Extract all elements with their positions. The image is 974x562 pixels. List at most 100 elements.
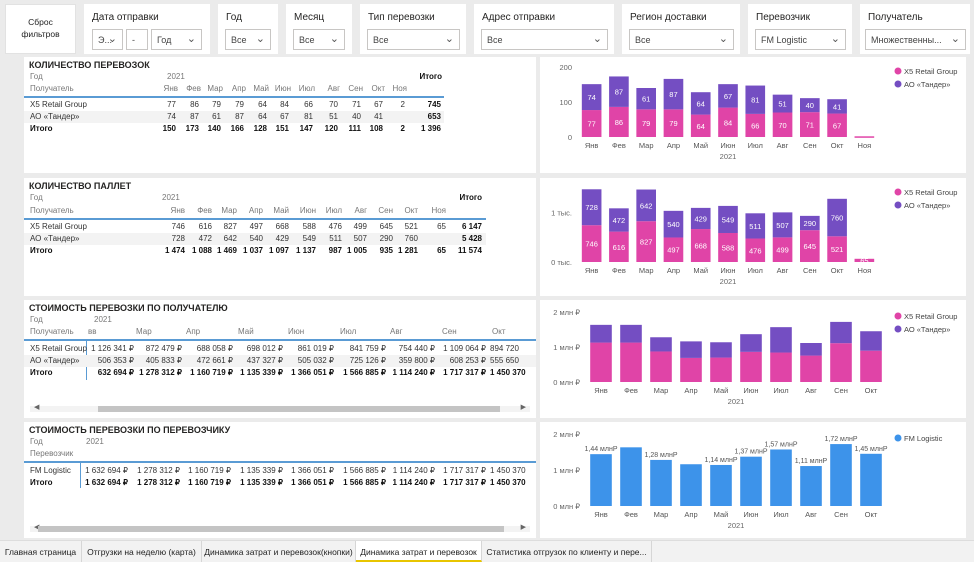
header-divider <box>24 339 536 341</box>
data-label: 64 <box>697 122 705 131</box>
data-label: 70 <box>778 121 786 130</box>
scroll-left-icon[interactable]: ◀ <box>34 524 40 531</box>
bar-tander <box>745 85 766 114</box>
data-label: 87 <box>615 88 623 97</box>
recipient-select[interactable]: Множественны... ⌄ <box>865 29 966 50</box>
legend-marker <box>894 201 902 209</box>
date-end-select[interactable]: Год ⌄ <box>151 29 202 50</box>
table-cell: 506 353 ₽ <box>97 356 134 365</box>
x-tick-label: Мар <box>639 141 654 150</box>
data-label: 51 <box>778 100 786 109</box>
x-tick-label: Июн <box>720 266 735 275</box>
scroll-right-icon[interactable]: ▶ <box>520 404 526 411</box>
table-cell: 67 <box>280 112 289 121</box>
reset-filters-button[interactable]: Сброс фильтров <box>5 4 76 54</box>
bar-x5-retail <box>772 112 793 137</box>
row-label: АО «Тандер» <box>30 234 80 243</box>
filter-date-label: Дата отправки <box>92 12 159 23</box>
scroll-right-icon[interactable]: ▶ <box>520 524 526 531</box>
row-label: Итого <box>30 478 53 487</box>
tab-home[interactable]: Главная страница <box>0 541 82 562</box>
table-cell: 472 661 ₽ <box>196 356 233 365</box>
carrier-select[interactable]: FM Logistic ⌄ <box>755 29 846 50</box>
bar-x5-retail <box>718 107 738 137</box>
tab-weekly-shipments-map[interactable]: Отгрузки на неделю (карта) <box>82 541 202 562</box>
data-label: 86 <box>615 118 623 127</box>
y-tick-label: 1 тыс. <box>551 209 572 218</box>
bar-fm-logistic <box>860 453 882 506</box>
table-cell: 668 <box>275 222 289 231</box>
table-cell: 1 114 240 ₽ <box>392 466 435 475</box>
bar-tander <box>772 94 793 113</box>
region-select[interactable]: Все ⌄ <box>629 29 734 50</box>
bar-tander <box>740 334 762 352</box>
legend-label: X5 Retail Group <box>904 312 957 321</box>
table-cell: 128 <box>253 124 267 133</box>
year-value: 2021 <box>162 193 180 202</box>
tab-cost-dynamics[interactable]: Динамика затрат и перевозок <box>356 541 482 562</box>
tab-cost-dynamics-buttons[interactable]: Динамика затрат и перевозок(кнопки) <box>202 541 356 562</box>
data-label: 71 <box>806 121 814 130</box>
bar-x5-retail <box>690 229 711 262</box>
tab-shipment-statistics[interactable]: Статистика отгрузок по клиенту и пере... <box>482 541 652 562</box>
column-header: Июл <box>298 84 315 93</box>
year-header: Год <box>30 72 43 81</box>
scroll-left-icon[interactable]: ◀ <box>34 404 40 411</box>
table-cell: 150 <box>162 124 176 133</box>
table-cell: 87 <box>190 112 199 121</box>
x-group-label: 2021 <box>720 152 737 161</box>
column-header: Сен <box>348 84 363 93</box>
table-cell: 1 135 339 ₽ <box>240 478 283 487</box>
filter-address-label: Адрес отправки <box>482 12 556 23</box>
year-header: Год <box>30 437 43 446</box>
chevron-down-icon: ⌄ <box>255 33 265 45</box>
bar-fm-logistic <box>800 466 822 506</box>
data-label: 79 <box>669 119 677 128</box>
x-tick-label: Янв <box>594 386 608 395</box>
type-select[interactable]: Все ⌄ <box>367 29 460 50</box>
bar-x5-retail <box>636 221 656 262</box>
table-cell: 472 <box>198 234 212 243</box>
data-label: 1,72 млнР <box>824 436 857 443</box>
scrollbar-thumb[interactable] <box>38 526 504 532</box>
chart-svg: 0 млн ₽ 1 млн ₽ 2 млн ₽ 1,44 млнР Янв Фев 1,28… <box>553 430 942 530</box>
year-select[interactable]: Все ⌄ <box>225 29 271 50</box>
year-value: 2021 <box>94 315 112 324</box>
scrollbar-thumb[interactable] <box>98 406 500 412</box>
table-cell: 688 058 ₽ <box>196 344 233 353</box>
table-cell: 1 135 339 ₽ <box>240 466 283 475</box>
date-start-select[interactable]: Э... ⌄ <box>92 29 123 50</box>
data-label: 1,45 млнР <box>854 446 887 453</box>
table-cell: 359 800 ₽ <box>398 356 435 365</box>
chart-svg: 0 100 200 77 74 Янв 86 87 Фев 79 61 Мар 79 87 Апр 64 64 М… <box>559 63 957 161</box>
table-cell: 476 <box>328 222 342 231</box>
row-label: Итого <box>30 246 53 255</box>
month-select[interactable]: Все ⌄ <box>293 29 345 50</box>
chevron-down-icon: ⌄ <box>950 33 960 45</box>
table-cell: 987 <box>328 246 342 255</box>
data-label: 507 <box>776 221 789 230</box>
column-header: Май <box>253 84 269 93</box>
column-header: Июн <box>299 206 316 215</box>
filter-date: Дата отправки Э... ⌄ - Год ⌄ <box>84 4 210 54</box>
x-tick-label: Ноя <box>858 266 872 275</box>
x-tick-label: Фев <box>612 141 626 150</box>
bar-tander <box>680 341 702 358</box>
bar-tander <box>830 321 852 344</box>
table-cell: 1 566 885 ₽ <box>343 368 386 377</box>
bar-x5-retail <box>854 258 875 262</box>
data-label: 1,14 млнР <box>704 457 737 464</box>
table-cell: 70 <box>329 100 338 109</box>
horizontal-scrollbar[interactable]: ◀ ▶ <box>30 404 530 412</box>
table-cell: 1 126 341 ₽ <box>91 344 134 353</box>
table-cell: 540 <box>249 234 263 243</box>
horizontal-scrollbar[interactable]: ◀ ▶ <box>30 524 530 532</box>
bar-x5-retail <box>620 342 642 382</box>
bar-tander <box>609 76 629 107</box>
address-select[interactable]: Все ⌄ <box>481 29 608 50</box>
table-cell: 1 632 694 ₽ <box>85 478 128 487</box>
table-cell: 71 <box>352 100 361 109</box>
filter-recipient: Получатель Множественны... ⌄ <box>860 4 970 54</box>
filter-year-label: Год <box>226 12 242 23</box>
data-label: 1,11 млнР <box>795 458 828 465</box>
